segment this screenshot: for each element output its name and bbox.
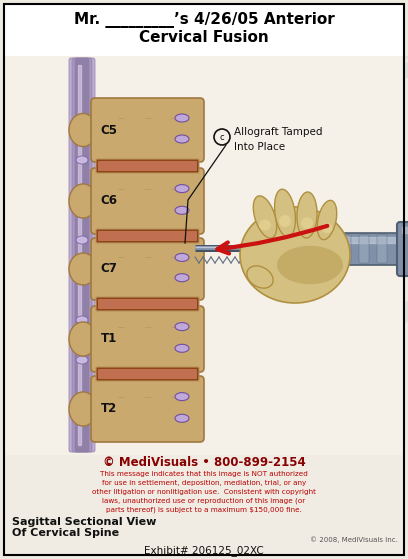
FancyBboxPatch shape: [98, 369, 197, 379]
Ellipse shape: [69, 392, 97, 426]
Text: Copyright M: Copyright M: [280, 296, 408, 325]
Ellipse shape: [175, 323, 189, 330]
FancyBboxPatch shape: [96, 367, 199, 381]
Text: Mr. _________’s 4/26/05 Anterior: Mr. _________’s 4/26/05 Anterior: [73, 12, 335, 28]
Text: SAMPLE: SAMPLE: [30, 69, 207, 107]
Text: C5: C5: [100, 124, 118, 136]
Text: Into Place: Into Place: [234, 142, 285, 152]
Ellipse shape: [297, 192, 317, 238]
Text: Copyright MediV: Copyright MediV: [310, 56, 408, 84]
Text: c: c: [220, 134, 224, 143]
Ellipse shape: [240, 207, 350, 303]
FancyBboxPatch shape: [96, 297, 199, 311]
Text: This message indicates that this image is NOT authorized: This message indicates that this image i…: [100, 471, 308, 477]
FancyBboxPatch shape: [359, 235, 369, 263]
Ellipse shape: [259, 220, 271, 230]
FancyBboxPatch shape: [91, 306, 204, 372]
Text: © 2008, MediVisuals Inc.: © 2008, MediVisuals Inc.: [310, 537, 398, 543]
Ellipse shape: [175, 392, 189, 401]
Ellipse shape: [76, 276, 88, 284]
FancyBboxPatch shape: [269, 235, 279, 263]
Ellipse shape: [76, 356, 88, 364]
Text: T2: T2: [101, 402, 117, 415]
FancyBboxPatch shape: [98, 231, 197, 241]
FancyBboxPatch shape: [69, 58, 95, 452]
Polygon shape: [257, 237, 403, 243]
FancyBboxPatch shape: [323, 235, 333, 263]
FancyBboxPatch shape: [91, 98, 204, 162]
Ellipse shape: [76, 236, 88, 244]
FancyBboxPatch shape: [397, 222, 408, 276]
Text: Cervical Fusion: Cervical Fusion: [139, 31, 269, 45]
Text: C7: C7: [100, 263, 118, 276]
Ellipse shape: [76, 316, 88, 324]
Ellipse shape: [175, 414, 189, 422]
Text: Allograft Tamped: Allograft Tamped: [234, 127, 322, 137]
Ellipse shape: [247, 266, 273, 288]
Ellipse shape: [175, 344, 189, 352]
Text: Exhibit# 206125_02XC: Exhibit# 206125_02XC: [144, 546, 264, 556]
Text: parts thereof) is subject to a maximum $150,000 fine.: parts thereof) is subject to a maximum $…: [106, 507, 302, 513]
Ellipse shape: [275, 189, 295, 237]
FancyBboxPatch shape: [72, 58, 92, 452]
Text: T1: T1: [101, 333, 117, 345]
Ellipse shape: [175, 135, 189, 143]
FancyBboxPatch shape: [91, 376, 204, 442]
FancyBboxPatch shape: [287, 235, 297, 263]
Ellipse shape: [175, 274, 189, 282]
FancyBboxPatch shape: [305, 235, 315, 263]
FancyBboxPatch shape: [96, 229, 199, 243]
Text: Of Cervical Spine: Of Cervical Spine: [12, 528, 119, 538]
FancyBboxPatch shape: [91, 168, 204, 234]
Ellipse shape: [277, 246, 343, 284]
Text: SAMPLE: SAMPLE: [250, 173, 402, 206]
Text: other litigation or nonlitigation use.  Consistent with copyright: other litigation or nonlitigation use. C…: [92, 489, 316, 495]
Ellipse shape: [69, 253, 97, 285]
FancyBboxPatch shape: [98, 161, 197, 171]
FancyBboxPatch shape: [96, 159, 199, 173]
FancyBboxPatch shape: [91, 238, 204, 300]
Text: laws, unauthorized use or reproduction of this image (or: laws, unauthorized use or reproduction o…: [102, 498, 306, 504]
Ellipse shape: [322, 223, 333, 233]
Ellipse shape: [76, 396, 88, 404]
Ellipse shape: [76, 196, 88, 204]
Text: MediVisuals: MediVisuals: [30, 173, 255, 206]
Ellipse shape: [301, 217, 313, 229]
Ellipse shape: [69, 184, 97, 218]
Text: Sagittal Sectional View: Sagittal Sectional View: [12, 517, 156, 527]
Ellipse shape: [76, 116, 88, 124]
Text: SAM: SAM: [280, 404, 363, 437]
Ellipse shape: [317, 200, 337, 240]
Ellipse shape: [175, 184, 189, 193]
Text: C6: C6: [100, 195, 118, 207]
Text: © MediVisuals • 800-899-2154: © MediVisuals • 800-899-2154: [103, 457, 305, 470]
FancyBboxPatch shape: [377, 235, 387, 263]
Ellipse shape: [253, 196, 277, 238]
FancyBboxPatch shape: [75, 58, 89, 452]
Ellipse shape: [175, 206, 189, 214]
Polygon shape: [402, 227, 408, 233]
Ellipse shape: [175, 253, 189, 262]
Text: LE -: LE -: [10, 281, 91, 319]
FancyBboxPatch shape: [98, 299, 197, 309]
Bar: [4, 4, 404, 56]
Bar: [4, 455, 404, 555]
Bar: [4, 55, 404, 455]
Text: LE - Copyright M: LE - Copyright M: [10, 446, 268, 474]
Ellipse shape: [279, 215, 291, 227]
Text: for use in settlement, deposition, mediation, trial, or any: for use in settlement, deposition, media…: [102, 480, 306, 486]
Ellipse shape: [76, 156, 88, 164]
Text: SAMPLE: SAMPLE: [30, 394, 182, 427]
Ellipse shape: [175, 114, 189, 122]
Ellipse shape: [69, 322, 97, 356]
FancyBboxPatch shape: [253, 233, 407, 265]
Polygon shape: [78, 65, 81, 445]
Ellipse shape: [69, 113, 97, 146]
FancyBboxPatch shape: [341, 235, 351, 263]
